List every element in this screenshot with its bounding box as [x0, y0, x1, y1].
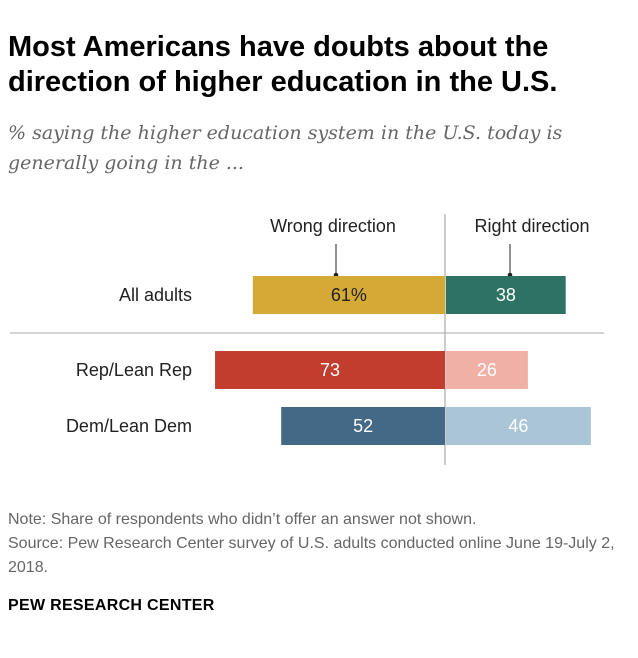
chart-subtitle: % saying the higher education system in …	[8, 122, 563, 174]
data-label-right-all-adults: 38	[496, 285, 516, 305]
bar-chart: Wrong direction Right direction All adults…	[10, 214, 604, 465]
category-label-rep-lean-rep: Rep/Lean Rep	[76, 360, 192, 380]
data-label-wrong-rep-lean-rep: 73	[320, 360, 340, 380]
data-label-wrong-all-adults: 61%	[331, 285, 367, 305]
bar-wrong-rep-lean-rep	[215, 351, 445, 389]
legend-wrong-direction: Wrong direction	[270, 216, 396, 236]
source-text: Source: Pew Research Center survey of U.…	[8, 535, 615, 576]
category-label-all-adults: All adults	[119, 285, 192, 305]
bar-right-rep-lean-rep	[446, 351, 528, 389]
category-label-dem-lean-dem: Dem/Lean Dem	[66, 416, 192, 436]
note-text: Note: Share of respondents who didn’t of…	[8, 511, 477, 528]
chart-title: Most Americans have doubts about the dir…	[8, 31, 558, 98]
data-label-wrong-dem-lean-dem: 52	[353, 416, 373, 436]
bar-wrong-all-adults	[252, 276, 445, 314]
legend-right-direction: Right direction	[474, 216, 589, 236]
bar-wrong-dem-lean-dem	[281, 407, 445, 445]
footer-brand: PEW RESEARCH CENTER	[8, 597, 215, 614]
data-label-right-dem-lean-dem: 46	[508, 416, 528, 436]
data-label-right-rep-lean-rep: 26	[477, 360, 497, 380]
notes: Note: Share of respondents who didn’t of…	[8, 508, 628, 580]
bar-right-dem-lean-dem	[446, 407, 591, 445]
bar-right-all-adults	[446, 276, 566, 314]
